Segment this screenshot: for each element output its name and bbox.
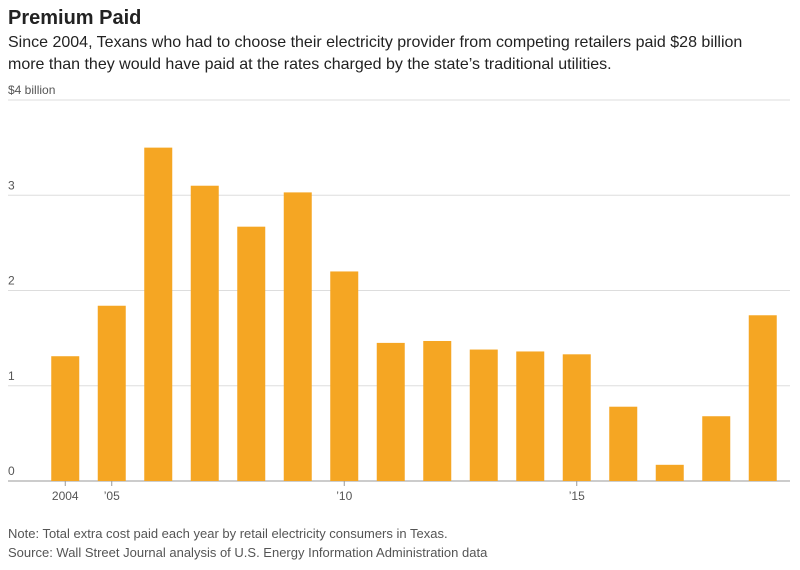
y-tick-label: 2 xyxy=(8,274,15,288)
x-tick-label: ’15 xyxy=(569,489,585,503)
bar xyxy=(655,464,684,481)
chart-note: Note: Total extra cost paid each year by… xyxy=(8,526,448,541)
bar xyxy=(330,271,359,481)
y-tick-label: $4 billion xyxy=(8,83,55,97)
bar xyxy=(376,342,405,481)
bar xyxy=(283,192,312,481)
bar xyxy=(609,406,638,481)
y-tick-label: 0 xyxy=(8,464,15,478)
bar xyxy=(702,416,731,481)
chart-subtitle: more than they would have paid at the ra… xyxy=(8,56,612,73)
y-tick-label: 3 xyxy=(8,178,15,192)
bar xyxy=(144,147,173,481)
y-tick-label: 1 xyxy=(8,369,15,383)
bar xyxy=(516,351,545,481)
bar xyxy=(190,185,219,481)
bar xyxy=(562,354,591,481)
x-tick-label: ’05 xyxy=(104,489,120,503)
bar xyxy=(51,356,80,481)
bar xyxy=(748,315,777,481)
bar xyxy=(469,349,498,481)
bar xyxy=(237,226,266,481)
chart-source: Source: Wall Street Journal analysis of … xyxy=(8,545,488,560)
x-tick-label: 2004 xyxy=(52,489,79,503)
bar xyxy=(97,305,126,481)
x-tick-label: ’10 xyxy=(336,489,352,503)
chart-subtitle: Since 2004, Texans who had to choose the… xyxy=(8,34,742,51)
chart-title: Premium Paid xyxy=(8,7,141,29)
bar xyxy=(423,340,452,481)
